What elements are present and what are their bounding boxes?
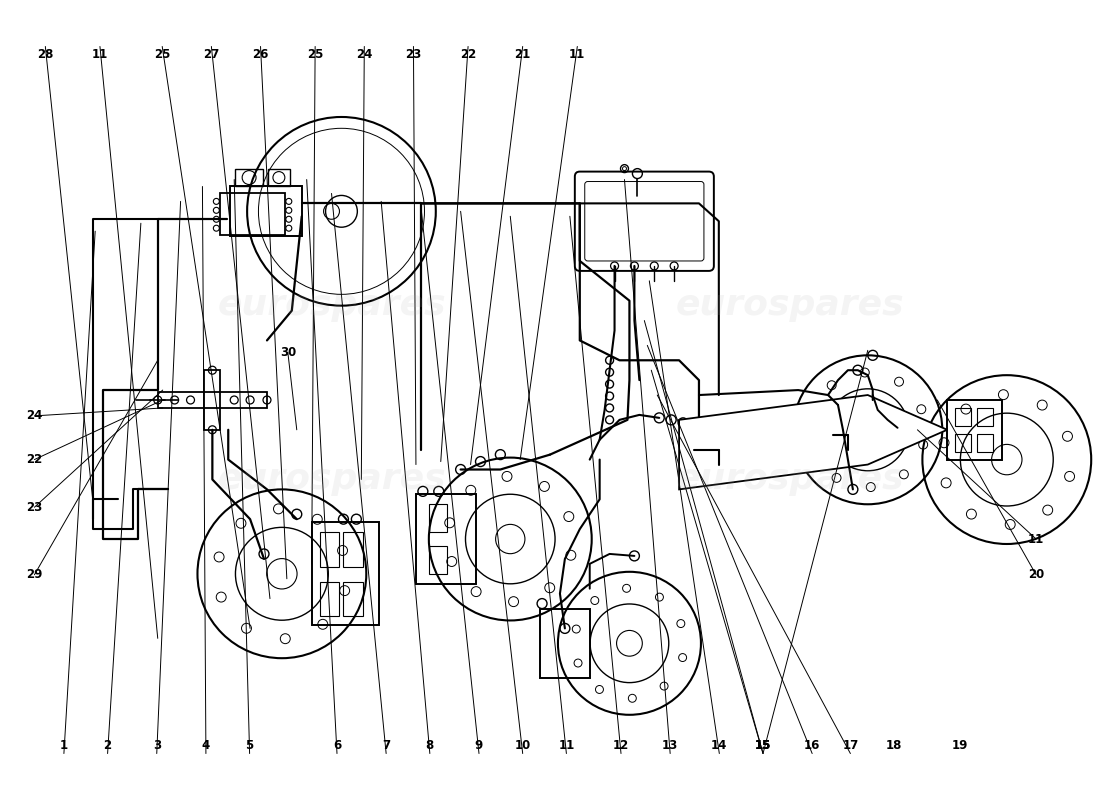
Bar bbox=[268, 169, 289, 186]
Text: 9: 9 bbox=[475, 739, 483, 752]
Text: 11: 11 bbox=[559, 739, 574, 752]
Bar bbox=[429, 546, 447, 574]
Text: 5: 5 bbox=[245, 739, 254, 752]
Text: 16: 16 bbox=[804, 739, 821, 752]
Text: 24: 24 bbox=[356, 48, 373, 61]
Text: 15: 15 bbox=[755, 739, 771, 752]
Text: 27: 27 bbox=[204, 48, 220, 61]
Bar bbox=[977, 408, 993, 426]
Bar bbox=[230, 186, 301, 236]
Text: 11: 11 bbox=[1028, 533, 1044, 546]
Text: eurospares: eurospares bbox=[676, 288, 904, 322]
Text: 3: 3 bbox=[153, 739, 161, 752]
Bar bbox=[320, 532, 340, 567]
Bar bbox=[429, 504, 447, 532]
Bar bbox=[977, 434, 993, 452]
Text: 29: 29 bbox=[26, 568, 43, 582]
Text: 28: 28 bbox=[37, 48, 54, 61]
Text: 22: 22 bbox=[26, 453, 43, 466]
Text: 15: 15 bbox=[755, 739, 771, 752]
Text: 12: 12 bbox=[613, 739, 629, 752]
Text: 15: 15 bbox=[755, 739, 771, 752]
Text: 4: 4 bbox=[201, 739, 210, 752]
Bar bbox=[416, 494, 475, 584]
Text: 24: 24 bbox=[26, 410, 43, 422]
Bar bbox=[343, 532, 363, 567]
Text: 14: 14 bbox=[711, 739, 727, 752]
Text: 20: 20 bbox=[1028, 568, 1044, 582]
Text: 7: 7 bbox=[382, 739, 390, 752]
Bar bbox=[955, 434, 971, 452]
Text: 23: 23 bbox=[26, 501, 43, 514]
Text: 26: 26 bbox=[252, 48, 268, 61]
Bar bbox=[947, 400, 1002, 459]
Text: eurospares: eurospares bbox=[676, 462, 904, 497]
Text: 6: 6 bbox=[333, 739, 341, 752]
Bar bbox=[220, 194, 285, 235]
Text: 30: 30 bbox=[279, 346, 296, 359]
Text: 18: 18 bbox=[886, 739, 902, 752]
Text: 10: 10 bbox=[515, 739, 531, 752]
Text: 11: 11 bbox=[569, 48, 585, 61]
Text: eurospares: eurospares bbox=[217, 462, 446, 497]
Text: 1: 1 bbox=[59, 739, 68, 752]
Text: 23: 23 bbox=[405, 48, 421, 61]
Bar bbox=[343, 582, 363, 617]
Text: 19: 19 bbox=[952, 739, 968, 752]
Bar bbox=[205, 370, 220, 430]
Polygon shape bbox=[679, 395, 947, 490]
Bar bbox=[235, 169, 263, 186]
Bar bbox=[955, 408, 971, 426]
Text: 25: 25 bbox=[154, 48, 170, 61]
Bar bbox=[320, 582, 340, 617]
Text: eurospares: eurospares bbox=[217, 288, 446, 322]
Text: 2: 2 bbox=[103, 739, 112, 752]
Bar bbox=[311, 522, 379, 626]
Text: 11: 11 bbox=[91, 48, 108, 61]
Text: 17: 17 bbox=[843, 739, 858, 752]
Bar bbox=[157, 392, 267, 408]
Text: 8: 8 bbox=[426, 739, 434, 752]
Bar bbox=[540, 609, 590, 678]
Text: 22: 22 bbox=[460, 48, 476, 61]
Text: 13: 13 bbox=[662, 739, 679, 752]
Text: 25: 25 bbox=[307, 48, 323, 61]
Text: 21: 21 bbox=[515, 48, 531, 61]
